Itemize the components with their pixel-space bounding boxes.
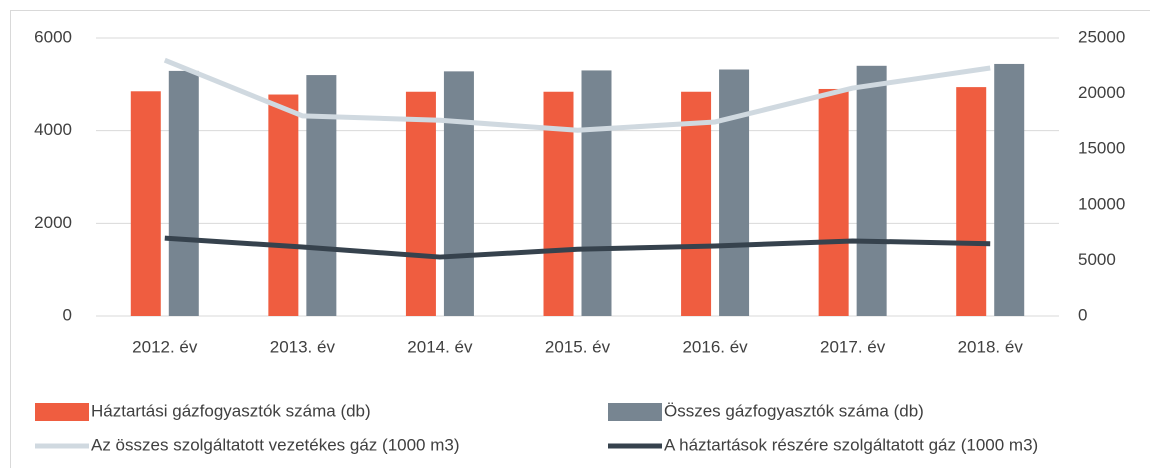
y2-tick-label: 15000 xyxy=(1078,139,1125,158)
x-tick-label: 2018. év xyxy=(958,337,1024,356)
bar xyxy=(956,87,987,316)
x-tick-label: 2013. év xyxy=(270,337,336,356)
bar xyxy=(856,65,887,316)
y-tick-label: 6000 xyxy=(34,27,72,46)
x-tick-label: 2016. év xyxy=(682,337,748,356)
y2-tick-label: 25000 xyxy=(1078,27,1125,46)
x-tick-label: 2012. év xyxy=(132,337,198,356)
bar xyxy=(168,70,199,316)
legend-swatch xyxy=(35,403,89,421)
x-tick-label: 2015. év xyxy=(545,337,611,356)
y2-tick-label: 5000 xyxy=(1078,250,1116,269)
bar xyxy=(443,71,474,316)
chart-border xyxy=(10,10,1150,468)
bar xyxy=(130,91,161,317)
bar xyxy=(994,63,1025,316)
legend-swatch xyxy=(608,403,662,421)
legend-label: Az összes szolgáltatott vezetékes gáz (1… xyxy=(91,435,460,454)
legend-label: Összes gázfogyasztók száma (db) xyxy=(664,401,924,420)
bar xyxy=(543,91,574,316)
bar xyxy=(268,94,299,316)
line-series xyxy=(163,57,991,133)
y-tick-label: 0 xyxy=(63,305,72,324)
bar xyxy=(405,91,436,316)
y-tick-label: 2000 xyxy=(34,213,72,232)
line-series xyxy=(164,235,991,260)
legend-label: A háztartások részére szolgáltatott gáz … xyxy=(664,435,1038,454)
bar xyxy=(306,75,337,316)
bar xyxy=(581,70,612,316)
x-tick-label: 2014. év xyxy=(407,337,473,356)
y2-tick-label: 10000 xyxy=(1078,194,1125,213)
y2-tick-label: 0 xyxy=(1078,305,1087,324)
bar xyxy=(681,91,712,316)
y-tick-label: 4000 xyxy=(34,120,72,139)
bar xyxy=(818,88,849,316)
bar xyxy=(719,69,750,316)
legend-label: Háztartási gázfogyasztók száma (db) xyxy=(91,401,371,420)
y2-tick-label: 20000 xyxy=(1078,83,1125,102)
x-tick-label: 2017. év xyxy=(820,337,886,356)
